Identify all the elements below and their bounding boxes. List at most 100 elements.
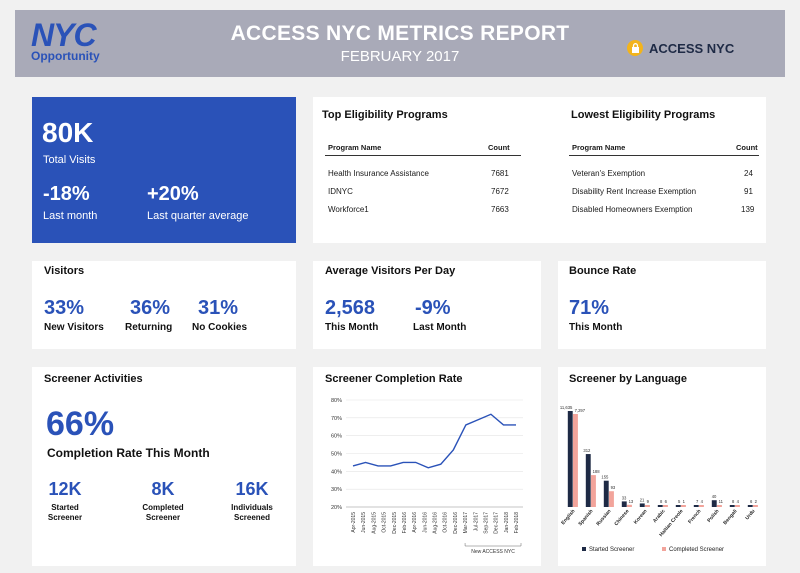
individuals-label-line2: Screened [233, 513, 271, 522]
started-label-line2: Screener [47, 513, 83, 522]
individuals-label-line1: Individuals [231, 503, 273, 512]
category-label: Bengali [722, 508, 739, 526]
bar [603, 480, 609, 507]
bar [663, 505, 668, 507]
bar-value-label: 33 [622, 495, 627, 500]
x-tick-label: Dec-2017 [494, 512, 500, 534]
table-row-count: 7681 [491, 169, 509, 178]
report-subtitle: FEBRUARY 2017 [340, 48, 460, 65]
x-tick-label: Sep-2017 [483, 512, 489, 534]
y-tick-label: 60% [331, 434, 342, 440]
language-card: Screener by Language 11,635 7,297 English 3… [558, 367, 766, 566]
bar-value-label: 5 [678, 499, 681, 504]
last-month-label: Last month [43, 210, 98, 222]
completed-label: Completed Screener [133, 503, 193, 523]
table-row-count: 139 [741, 205, 755, 214]
y-tick-label: 40% [331, 469, 342, 475]
bar [591, 475, 596, 507]
x-tick-label: Dec-2015 [392, 512, 398, 534]
category-label: Russian [595, 508, 612, 527]
bar-value-label: 4 [737, 499, 740, 504]
lock-icon [627, 40, 643, 56]
table-row-name: Workforce1 [328, 205, 369, 214]
y-tick-label: 20% [331, 505, 342, 511]
bar [639, 503, 645, 507]
visitors-title: Visitors [44, 265, 85, 277]
bar-value-label: 40 [712, 494, 717, 499]
bar-value-label: 93 [611, 485, 616, 490]
x-tick-label: Aug-2015 [371, 512, 377, 534]
x-tick-label: Dec-2016 [453, 512, 459, 534]
y-tick-label: 50% [331, 452, 342, 458]
table-row-name: Disability Rent Increase Exemption [572, 187, 697, 196]
completion-rate-title: Screener Completion Rate [325, 373, 463, 385]
col-header-count: Count [736, 143, 758, 152]
table-row-count: 91 [744, 187, 753, 196]
bar-value-label: 6 [665, 499, 668, 504]
category-label: Chinese [613, 508, 630, 527]
bounce-rate-value: 71% [569, 297, 610, 319]
x-tick-label: Feb-2018 [514, 512, 520, 534]
access-nyc-brand: ACCESS NYC [627, 40, 734, 56]
quarter-label: Last quarter average [147, 210, 249, 222]
no-cookies-pct: 31% [198, 297, 239, 319]
bar [729, 505, 735, 507]
bar-value-label: 312 [583, 448, 591, 453]
last-month-change: -18% [43, 183, 90, 205]
y-tick-label: 30% [331, 487, 342, 493]
bar-value-label: 8 [660, 499, 663, 504]
col-header-count: Count [488, 143, 510, 152]
completion-rate-card: Screener Completion Rate 20% 30% 40% 50% 60%… [313, 367, 541, 566]
no-cookies-label: No Cookies [192, 322, 248, 333]
report-title: ACCESS NYC METRICS REPORT [230, 22, 570, 45]
table-row-name: Veteran's Exemption [572, 169, 646, 178]
legend-label: Completed Screener [669, 547, 724, 553]
completion-pct: 66% [46, 405, 115, 443]
bounce-rate-label: This Month [569, 322, 623, 333]
completed-value: 8K [151, 479, 175, 499]
bar-value-label: 7,297 [575, 408, 586, 413]
legend-label: Started Screener [589, 547, 634, 553]
logo-sub: Opportunity [31, 49, 100, 63]
x-tick-label: Apr-2016 [412, 512, 418, 533]
bar [675, 505, 681, 507]
completion-rate-line [352, 413, 516, 469]
table-row-count: 7672 [491, 187, 509, 196]
summary-card: 80K Total Visits -18% Last month +20% La… [32, 97, 296, 243]
y-tick-label: 80% [331, 398, 342, 404]
x-tick-label: Jul-2017 [473, 512, 479, 531]
table-row-name: IDNYC [328, 187, 353, 196]
bar [573, 414, 578, 507]
bar-value-label: 6 [750, 499, 753, 504]
table-row-count: 7663 [491, 205, 509, 214]
bar-value-label: 7 [696, 499, 699, 504]
x-tick-label: Apr-2015 [351, 512, 357, 533]
annotation-bracket [464, 543, 522, 547]
language-chart: 11,6357,297English312188Spanish15593Russ… [560, 405, 758, 553]
bar-value-label: 21 [640, 497, 645, 502]
avg-visitors-title: Average Visitors Per Day [325, 265, 456, 277]
category-label: Polish [706, 508, 720, 523]
bounce-rate-title: Bounce Rate [569, 265, 637, 277]
table-row-name: Health Insurance Assistance [328, 169, 429, 178]
bar-value-label: 9 [647, 499, 650, 504]
bar-value-label: 2 [755, 499, 758, 504]
screener-title: Screener Activities [44, 373, 143, 385]
brand-name: ACCESS NYC [649, 40, 735, 56]
screener-card: Screener Activities 66% Completion Rate … [32, 367, 296, 566]
bar-value-label: 13 [629, 499, 634, 504]
avg-visitors-card: Average Visitors Per Day 2,568 This Mont… [313, 261, 541, 349]
annotation-label: New ACCESS NYC [471, 549, 515, 555]
col-header-name: Program Name [572, 143, 626, 152]
bar-value-label: 155 [601, 475, 609, 480]
returning-label: Returning [125, 322, 173, 333]
legend-swatch [582, 547, 586, 551]
completion-rate-chart: 20% 30% 40% 50% 60% 70% 80% Apr-2015 Jun-2015 Aug… [331, 398, 523, 555]
individuals-label: Individuals Screened [222, 503, 282, 523]
started-label: Started Screener [40, 503, 90, 523]
header-divider [569, 155, 759, 156]
completed-label-line2: Screener [145, 513, 181, 522]
bar [621, 501, 627, 507]
started-value: 12K [48, 479, 82, 499]
bar [627, 504, 632, 507]
